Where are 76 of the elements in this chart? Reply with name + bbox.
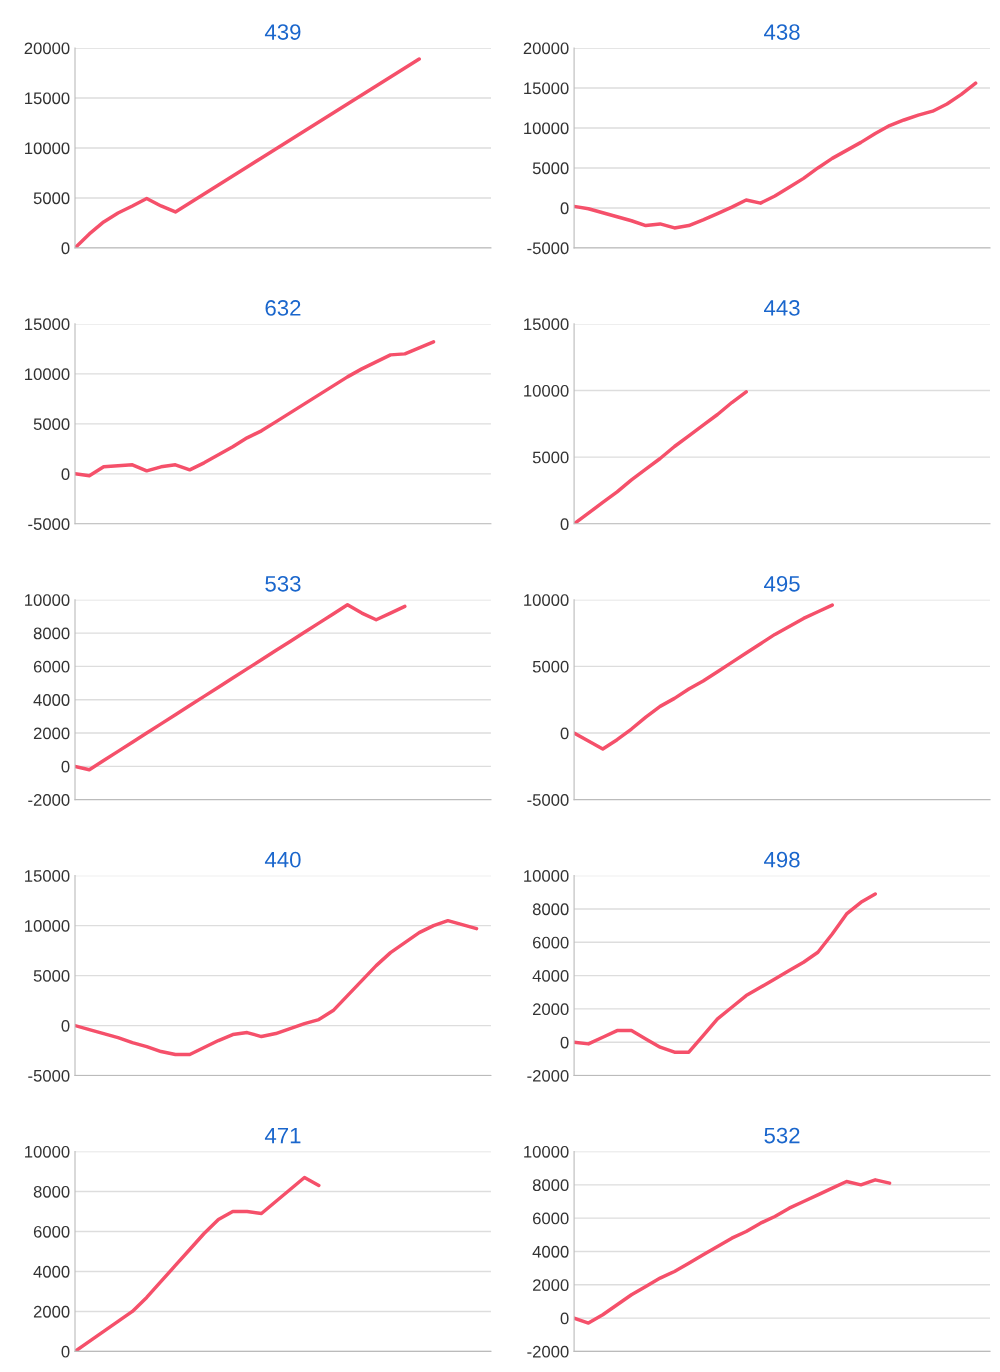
y-tick-label: 5000	[33, 192, 70, 205]
y-tick-label: 4000	[33, 1265, 70, 1278]
y-tick-label: -2000	[527, 1345, 569, 1358]
y-tick-label: 10000	[524, 122, 569, 135]
y-tick-label: 0	[61, 468, 70, 481]
y-tick-label: 8000	[33, 627, 70, 640]
line-series	[574, 81, 978, 230]
y-tick-label: 6000	[533, 936, 569, 949]
y-tick-label: 15000	[524, 82, 569, 95]
y-tick-label: 5000	[532, 162, 569, 175]
chart-title: 440	[264, 851, 301, 868]
y-tick-label: 0	[61, 1019, 70, 1032]
y-tick-label: 0	[560, 1312, 569, 1325]
y-tick-label: 20000	[523, 42, 569, 55]
y-tick-label: 2000	[33, 727, 70, 740]
y-tick-label: 0	[61, 242, 70, 255]
y-tick-label: 0	[560, 518, 569, 530]
chart-title: 632	[265, 300, 301, 316]
chart-title: 532	[764, 1127, 800, 1144]
y-tick-label: 15000	[25, 870, 70, 882]
y-tick-label: 2000	[533, 1279, 569, 1291]
chart-title: 533	[265, 575, 301, 592]
y-tick-label: -5000	[527, 794, 569, 806]
y-tick-label: 10000	[524, 594, 569, 606]
y-tick-label: -2000	[527, 1069, 569, 1082]
y-tick-label: 0	[560, 727, 569, 740]
line-series	[574, 390, 748, 524]
y-tick-label: 5000	[33, 418, 70, 431]
y-tick-label: 0	[61, 760, 70, 773]
y-tick-label: -5000	[28, 518, 70, 530]
line-series	[75, 57, 421, 248]
y-tick-label: 4000	[532, 969, 569, 982]
y-tick-label: 8000	[532, 1179, 569, 1192]
y-tick-label: 6000	[533, 1212, 569, 1225]
y-tick-label: 10000	[25, 1145, 70, 1158]
line-series	[574, 892, 878, 1054]
y-tick-label: 10000	[25, 594, 70, 606]
y-tick-label: 10000	[524, 1145, 569, 1158]
line-series	[574, 1178, 892, 1325]
y-tick-label: 8000	[33, 1185, 70, 1198]
y-tick-label: -2000	[28, 794, 70, 806]
chart-title: 443	[764, 300, 800, 316]
y-tick-label: 5000	[33, 969, 70, 982]
y-tick-label: 4000	[532, 1245, 569, 1258]
chart-title: 495	[764, 575, 800, 592]
y-tick-label: 10000	[524, 870, 569, 882]
chart-title: 498	[764, 851, 800, 868]
line-series	[574, 603, 834, 751]
y-tick-label: 0	[560, 1036, 569, 1049]
line-series	[75, 340, 436, 478]
y-tick-label: 6000	[33, 660, 70, 673]
y-tick-label: 5000	[532, 451, 569, 464]
y-tick-label: 15000	[25, 318, 70, 331]
y-tick-label: 15000	[524, 318, 569, 331]
y-tick-label: 15000	[25, 92, 70, 105]
y-tick-label: 10000	[25, 368, 70, 381]
chart-title: 471	[264, 1127, 301, 1144]
y-tick-label: 8000	[532, 903, 569, 916]
chart-title: 439	[264, 24, 301, 40]
chart-title: 438	[764, 24, 800, 40]
y-tick-label: -5000	[28, 1069, 70, 1082]
y-tick-label: 0	[560, 202, 569, 215]
y-tick-label: -5000	[527, 242, 569, 255]
y-tick-label: 10000	[25, 142, 70, 155]
line-series	[75, 603, 407, 772]
y-tick-label: 2000	[533, 1003, 569, 1016]
y-tick-label: 10000	[524, 384, 569, 397]
line-series	[75, 1175, 321, 1352]
y-tick-label: 5000	[532, 660, 569, 673]
line-series	[75, 918, 479, 1057]
y-tick-label: 6000	[33, 1225, 70, 1238]
y-tick-label: 10000	[25, 920, 70, 932]
y-tick-label: 20000	[24, 42, 70, 55]
y-tick-label: 2000	[33, 1305, 70, 1318]
y-tick-label: 4000	[33, 694, 70, 706]
y-tick-label: 0	[61, 1345, 70, 1358]
